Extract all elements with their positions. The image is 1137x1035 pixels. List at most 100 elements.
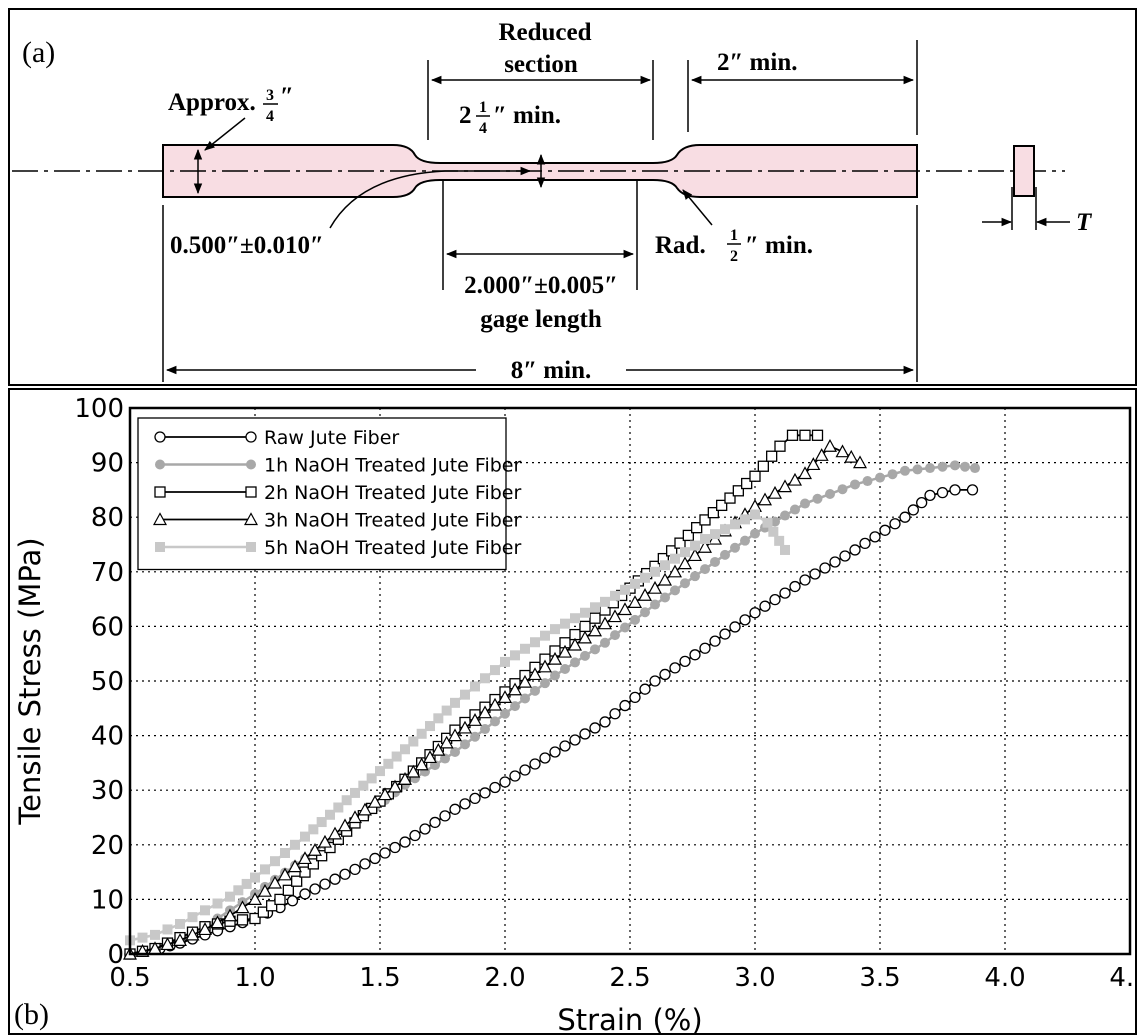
data-point: [899, 511, 911, 523]
data-point: [333, 802, 344, 813]
x-tick-label: 2.5: [609, 963, 650, 993]
leader-radius: [682, 189, 713, 226]
data-point: [710, 529, 720, 540]
data-point: [587, 623, 603, 637]
data-point: [337, 818, 353, 832]
data-point: [647, 580, 663, 594]
data-point: [212, 898, 223, 909]
data-point: [950, 460, 960, 471]
data-point: [160, 937, 175, 951]
data-point: [377, 787, 393, 801]
data-point: [768, 526, 779, 537]
reduced-frac-den: 4: [479, 120, 487, 137]
data-point: [800, 498, 810, 509]
x-tick-label: 4.5: [1109, 963, 1137, 993]
data-point: [762, 517, 773, 528]
legend-label: 5h NaOH Treated Jute Fiber: [264, 537, 521, 559]
data-point: [757, 460, 769, 472]
data-point: [700, 564, 710, 575]
data-point: [540, 630, 550, 641]
data-point: [599, 716, 611, 728]
x-tick-label: 1.0: [234, 963, 275, 993]
data-point: [447, 728, 463, 742]
data-point: [414, 757, 429, 771]
data-point: [500, 708, 510, 719]
data-point: [225, 891, 235, 902]
x-tick-label: 0.5: [109, 963, 150, 993]
data-point: [175, 918, 185, 929]
data-point: [797, 466, 813, 480]
reduced-section-line1: Reduced: [498, 19, 591, 46]
data-point: [774, 535, 785, 546]
data-point: [250, 872, 260, 883]
approx-inch: ″: [280, 83, 294, 110]
data-point: [450, 746, 460, 757]
data-point: [769, 593, 781, 606]
data-point: [429, 816, 441, 829]
data-point: [425, 721, 435, 732]
data-point: [439, 735, 454, 749]
data-point: [530, 637, 540, 648]
data-point: [449, 803, 461, 815]
panel-b-label: (b): [14, 998, 49, 1031]
data-point: [325, 809, 335, 820]
data-point: [589, 722, 601, 734]
data-point: [257, 883, 273, 897]
data-point: [650, 599, 660, 610]
data-point: [825, 488, 835, 499]
data-point: [210, 915, 225, 929]
data-point: [550, 670, 560, 681]
legend-label: Raw Jute Fiber: [264, 427, 399, 449]
radius-frac-num: 1: [730, 227, 738, 244]
data-point: [307, 843, 323, 856]
data-point: [740, 535, 750, 546]
data-point: [497, 690, 513, 703]
data-point: [610, 590, 620, 601]
data-point: [460, 689, 470, 700]
y-tick-label: 100: [74, 394, 124, 424]
data-point: [467, 713, 483, 726]
data-point: [689, 649, 701, 661]
data-point: [367, 794, 383, 808]
data-point: [162, 924, 173, 935]
data-point: [397, 772, 413, 785]
data-point: [247, 892, 263, 906]
data-point: [490, 665, 500, 676]
series-1: [124, 484, 979, 960]
data-point: [200, 905, 210, 916]
legend-marker: [154, 431, 166, 443]
data-point: [187, 912, 198, 923]
x-tick-label: 4.0: [984, 963, 1025, 993]
data-point: [309, 883, 321, 895]
data-point: [577, 630, 593, 644]
data-point: [640, 607, 650, 618]
data-point: [185, 927, 200, 941]
legend-marker: [154, 486, 166, 498]
data-point: [777, 479, 793, 493]
data-point: [925, 463, 935, 474]
data-point: [657, 572, 673, 586]
data-point: [560, 618, 570, 629]
legend-marker: [246, 459, 256, 470]
data-point: [852, 455, 868, 469]
approx-label: Approx.: [168, 89, 256, 116]
data-point: [741, 477, 753, 490]
data-point: [510, 701, 520, 712]
data-point: [399, 836, 411, 848]
data-point: [530, 685, 540, 696]
data-point: [529, 758, 541, 770]
y-tick-label: 60: [91, 612, 124, 642]
data-point: [699, 514, 711, 526]
data-point: [527, 667, 543, 681]
data-point: [457, 720, 473, 734]
legend-marker: [155, 459, 165, 470]
legend-entry-1: Raw Jute Fiber: [154, 427, 399, 449]
reduced-frac-num: 1: [479, 99, 487, 116]
approx-frac-den: 4: [266, 108, 274, 125]
data-point: [257, 906, 269, 918]
data-point: [439, 810, 451, 822]
data-point: [590, 644, 600, 655]
data-point: [249, 912, 261, 925]
data-point: [567, 637, 583, 651]
data-point: [197, 922, 213, 936]
